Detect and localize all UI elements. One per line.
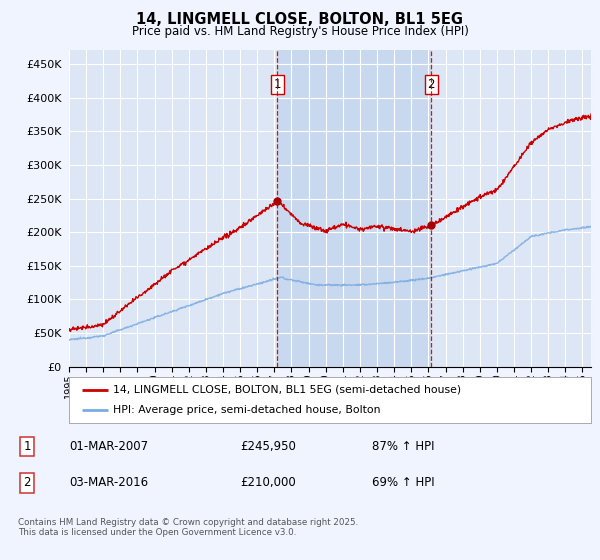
Text: 1: 1 — [274, 77, 281, 91]
Text: HPI: Average price, semi-detached house, Bolton: HPI: Average price, semi-detached house,… — [113, 405, 381, 415]
Text: 69% ↑ HPI: 69% ↑ HPI — [372, 477, 434, 489]
Text: 1: 1 — [23, 440, 31, 453]
Text: Price paid vs. HM Land Registry's House Price Index (HPI): Price paid vs. HM Land Registry's House … — [131, 25, 469, 38]
Text: 87% ↑ HPI: 87% ↑ HPI — [372, 440, 434, 453]
Text: 14, LINGMELL CLOSE, BOLTON, BL1 5EG (semi-detached house): 14, LINGMELL CLOSE, BOLTON, BL1 5EG (sem… — [113, 385, 461, 395]
Text: 2: 2 — [23, 477, 31, 489]
Text: Contains HM Land Registry data © Crown copyright and database right 2025.
This d: Contains HM Land Registry data © Crown c… — [18, 518, 358, 538]
Text: 03-MAR-2016: 03-MAR-2016 — [69, 477, 148, 489]
Text: £210,000: £210,000 — [240, 477, 296, 489]
Text: £245,950: £245,950 — [240, 440, 296, 453]
Text: 14, LINGMELL CLOSE, BOLTON, BL1 5EG: 14, LINGMELL CLOSE, BOLTON, BL1 5EG — [137, 12, 464, 27]
Text: 2: 2 — [428, 77, 435, 91]
Bar — [277, 50, 431, 367]
Text: 01-MAR-2007: 01-MAR-2007 — [69, 440, 148, 453]
